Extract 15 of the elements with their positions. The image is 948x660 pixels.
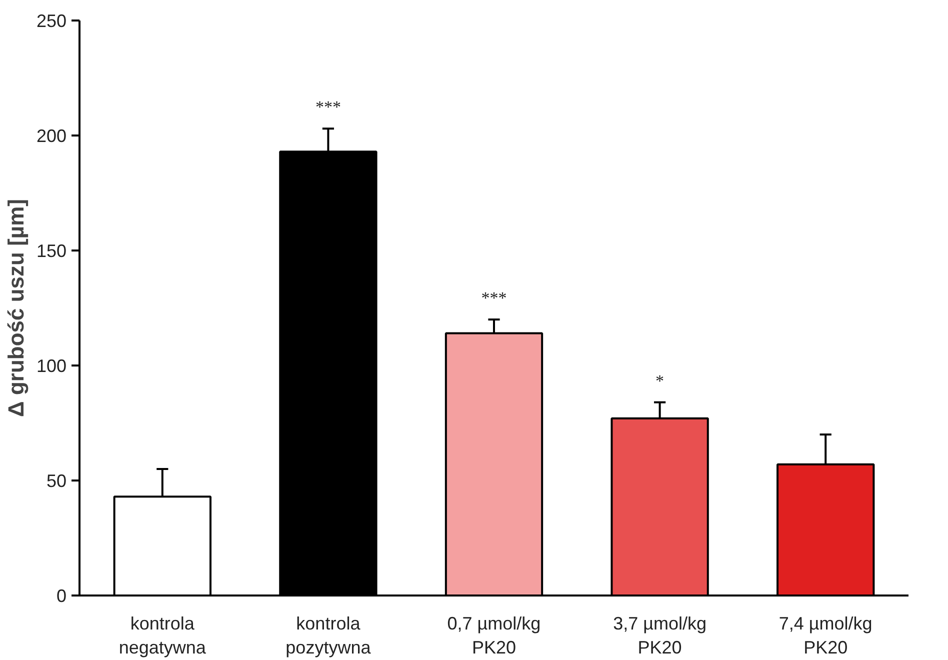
annotation: * xyxy=(656,371,664,390)
x-tick-label: 0,7 µmol/kg PK20 xyxy=(447,614,541,658)
y-tick-label: 250 xyxy=(36,11,67,31)
x-tick-label: kontrola negatywna xyxy=(118,614,207,658)
y-tick-label: 0 xyxy=(56,586,67,606)
annotation: *** xyxy=(315,98,341,117)
y-tick-label: 100 xyxy=(36,356,67,376)
y-tick-label: 50 xyxy=(46,471,67,491)
x-tick-label: kontrola pozytywna xyxy=(286,614,372,658)
x-tick-label: 7,4 µmol/kg PK20 xyxy=(778,614,872,658)
annotation: *** xyxy=(481,288,507,308)
y-axis-title: Δ grubość uszu [µm] xyxy=(3,199,28,417)
y-tick-label: 200 xyxy=(36,126,67,146)
x-tick-label: 3,7 µmol/kg PK20 xyxy=(613,614,707,658)
y-tick-label: 150 xyxy=(36,241,67,261)
